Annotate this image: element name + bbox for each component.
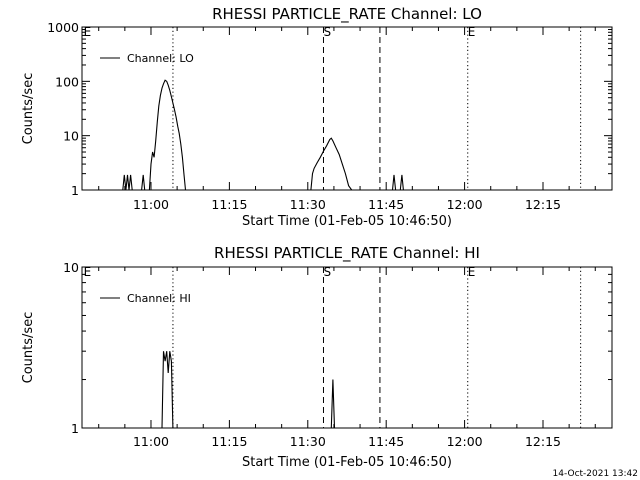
chart-title: RHESSI PARTICLE_RATE Channel: HI: [214, 244, 480, 263]
y-axis-label: Counts/sec: [21, 312, 36, 384]
x-tick-label: 11:00: [133, 434, 169, 449]
chart-panel-1: RHESSI PARTICLE_RATE Channel: LO 1 10 100 10…: [21, 5, 613, 229]
y-tick-label: 1000: [47, 20, 79, 35]
event-marker-e: E: [84, 265, 92, 279]
timestamp: 14-Oct-2021 13:42: [553, 469, 638, 479]
y-tick-label: 10: [63, 129, 79, 144]
y-tick-label: 100: [55, 74, 79, 89]
y-tick-label: 1: [71, 183, 79, 198]
y-axis-label: Counts/sec: [21, 73, 36, 145]
x-axis-label: Start Time (01-Feb-05 10:46:50): [242, 214, 452, 229]
y-tick-label: 1: [71, 421, 79, 436]
series-line: [122, 79, 404, 191]
x-axis-label: Start Time (01-Feb-05 10:46:50): [242, 455, 452, 470]
y-tick-label: 10: [63, 260, 79, 275]
plot-frame: [81, 26, 613, 191]
x-tick-label: 12:00: [447, 434, 483, 449]
x-tick-label: 11:00: [133, 197, 169, 212]
series-line: [161, 351, 336, 429]
event-marker-s: S: [323, 25, 331, 39]
x-tick-label: 11:15: [211, 434, 247, 449]
x-tick-label: 12:15: [525, 197, 561, 212]
chart-title: RHESSI PARTICLE_RATE Channel: LO: [212, 5, 482, 24]
x-tick-label: 11:15: [211, 197, 247, 212]
legend-label: Channel: HI: [127, 292, 191, 305]
x-tick-label: 12:15: [525, 434, 561, 449]
x-tick-label: 12:00: [447, 197, 483, 212]
plot-frame: [81, 266, 613, 429]
legend-label: Channel: LO: [127, 52, 194, 65]
event-marker-s: S: [323, 265, 331, 279]
x-tick-label: 11:45: [368, 197, 404, 212]
chart-panel-2: RHESSI PARTICLE_RATE Channel: HI 1 10 11:00…: [21, 244, 613, 470]
x-tick-label: 11:30: [290, 197, 326, 212]
x-tick-label: 11:45: [368, 434, 404, 449]
event-marker-e: E: [84, 25, 92, 39]
event-marker-e: E: [468, 265, 476, 279]
x-tick-label: 11:30: [290, 434, 326, 449]
event-marker-e: E: [468, 25, 476, 39]
